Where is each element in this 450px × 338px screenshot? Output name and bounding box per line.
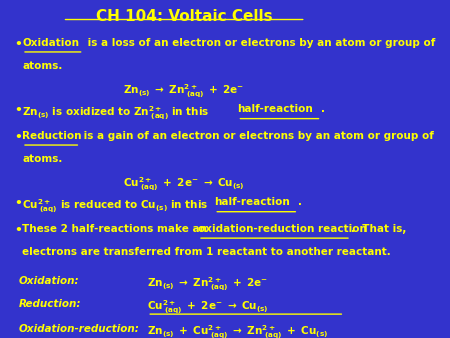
- Text: $\mathbf{Zn_{(s)}}$ is oxidized to $\mathbf{Zn^{2+}_{\ (aq)}}$ in this: $\mathbf{Zn_{(s)}}$ is oxidized to $\mat…: [22, 104, 210, 122]
- Text: .  That is,: . That is,: [351, 224, 406, 234]
- Text: These 2 half-reactions make an: These 2 half-reactions make an: [22, 224, 211, 234]
- Text: $\mathbf{Cu^{2+}_{\ (aq)}\ +\ 2e^{-}\ \rightarrow\ Cu_{(s)}}$: $\mathbf{Cu^{2+}_{\ (aq)}\ +\ 2e^{-}\ \r…: [123, 176, 245, 193]
- Text: .: .: [321, 104, 325, 114]
- Text: •: •: [15, 224, 22, 237]
- Text: •: •: [15, 38, 22, 51]
- Text: Oxidation: Oxidation: [22, 38, 79, 48]
- Text: •: •: [15, 130, 22, 144]
- Text: Oxidation-reduction:: Oxidation-reduction:: [18, 324, 140, 334]
- Text: $\mathbf{Zn_{(s)}\ \rightarrow\ Zn^{2+}_{\ (aq)}\ +\ 2e^{-}}$: $\mathbf{Zn_{(s)}\ \rightarrow\ Zn^{2+}_…: [147, 276, 269, 293]
- Text: is a loss of an electron or electrons by an atom or group of: is a loss of an electron or electrons by…: [84, 38, 435, 48]
- Text: is a gain of an electron or electrons by an atom or group of: is a gain of an electron or electrons by…: [80, 130, 434, 141]
- Text: Reduction:: Reduction:: [18, 299, 81, 309]
- Text: Reduction: Reduction: [22, 130, 81, 141]
- Text: half-reaction: half-reaction: [238, 104, 313, 114]
- Text: •: •: [15, 197, 22, 210]
- Text: electrons are transferred from 1 reactant to another reactant.: electrons are transferred from 1 reactan…: [22, 247, 391, 257]
- Text: .: .: [298, 197, 302, 207]
- Text: •: •: [15, 104, 22, 117]
- Text: oxidation-reduction reaction: oxidation-reduction reaction: [198, 224, 367, 234]
- Text: $\mathbf{Cu^{2+}_{\ (aq)}}$ is reduced to $\mathbf{Cu_{(s)}}$ in this: $\mathbf{Cu^{2+}_{\ (aq)}}$ is reduced t…: [22, 197, 209, 215]
- Text: atoms.: atoms.: [22, 154, 63, 164]
- Text: CH 104: Voltaic Cells: CH 104: Voltaic Cells: [96, 9, 272, 24]
- Text: half-reaction: half-reaction: [214, 197, 290, 207]
- Text: $\mathbf{Zn_{(s)}\ \rightarrow\ Zn^{2+}_{\ (aq)}\ +\ 2e^{-}}$: $\mathbf{Zn_{(s)}\ \rightarrow\ Zn^{2+}_…: [123, 82, 245, 100]
- Text: atoms.: atoms.: [22, 61, 63, 71]
- Text: Oxidation:: Oxidation:: [18, 276, 79, 286]
- Text: $\mathbf{Cu^{2+}_{\ (aq)}\ +\ 2e^{-}\ \rightarrow\ Cu_{(s)}}$: $\mathbf{Cu^{2+}_{\ (aq)}\ +\ 2e^{-}\ \r…: [147, 299, 269, 316]
- Text: $\mathbf{Zn_{(s)}\ +\ Cu^{2+}_{\ (aq)}\ \rightarrow\ Zn^{2+}_{\ (aq)}\ +\ Cu_{(s: $\mathbf{Zn_{(s)}\ +\ Cu^{2+}_{\ (aq)}\ …: [147, 324, 328, 338]
